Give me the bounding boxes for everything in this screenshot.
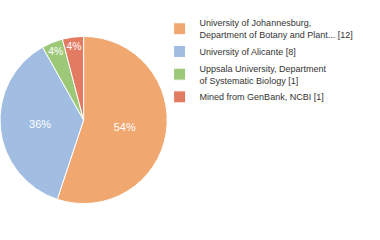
svg-text:4%: 4% <box>48 46 63 57</box>
svg-text:University of Johannesburg,Dep: University of Johannesburg,Department of… <box>200 18 353 40</box>
svg-text:54%: 54% <box>114 121 136 133</box>
svg-text:Uppsala University, Department: Uppsala University, Departmentof Systema… <box>200 64 327 86</box>
svg-text:Mined from GenBank, NCBI [1]: Mined from GenBank, NCBI [1] <box>200 92 324 102</box>
svg-text:4%: 4% <box>67 41 82 52</box>
svg-text:University of Alicante [8]: University of Alicante [8] <box>200 47 296 57</box>
svg-text:36%: 36% <box>29 118 51 130</box>
